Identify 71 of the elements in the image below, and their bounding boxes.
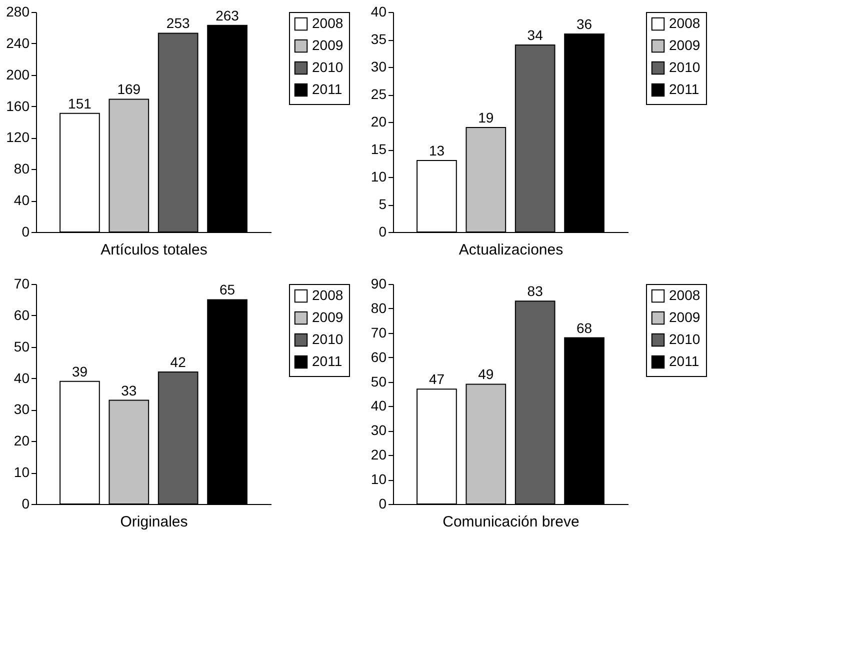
y-tick-label: 10	[370, 471, 387, 488]
legend-label: 2008	[312, 15, 344, 31]
y-tick-label: 20	[14, 432, 30, 449]
y-tick-label: 10	[14, 464, 30, 480]
legend-label: 2008	[312, 287, 344, 303]
legend-label: 2011	[312, 81, 342, 97]
data-label: 34	[527, 27, 544, 43]
y-tick-label: 40	[14, 370, 30, 386]
data-label: 36	[576, 16, 592, 32]
y-tick-label: 80	[370, 300, 387, 316]
y-tick-label: 120	[6, 129, 30, 146]
data-label: 253	[166, 15, 190, 32]
data-label: 68	[576, 320, 592, 336]
y-tick-label: 60	[370, 348, 387, 365]
y-tick-label: 280	[6, 4, 30, 20]
y-tick-label: 70	[14, 276, 30, 292]
x-axis-title: Originales	[120, 514, 188, 530]
data-label: 39	[72, 363, 88, 380]
data-label: 42	[170, 354, 186, 370]
legend-label: 2011	[669, 353, 700, 369]
y-tick-label: 0	[22, 224, 30, 240]
legend-label: 2009	[312, 309, 344, 325]
y-tick-label: 90	[370, 276, 387, 292]
data-label: 151	[68, 95, 92, 112]
data-label: 83	[527, 283, 544, 300]
data-label: 47	[428, 371, 445, 388]
y-tick-label: 40	[370, 4, 387, 20]
data-label: 19	[478, 110, 494, 126]
legend-label: 2009	[669, 309, 700, 325]
y-tick-label: 20	[370, 114, 387, 130]
y-tick-label: 15	[370, 141, 387, 157]
data-label: 33	[121, 382, 137, 398]
y-tick-label: 35	[370, 31, 387, 47]
legend-label: 2010	[669, 331, 700, 347]
y-tick-label: 80	[14, 160, 30, 177]
y-tick-label: 20	[370, 446, 387, 463]
y-tick-label: 0	[22, 496, 30, 512]
x-axis-title: Actualizaciones	[458, 242, 564, 258]
y-tick-label: 70	[370, 324, 387, 340]
legend-label: 2009	[312, 37, 344, 53]
legend-label: 2010	[312, 59, 344, 75]
y-tick-label: 25	[370, 86, 387, 102]
legend-label: 2010	[312, 331, 344, 347]
y-tick-label: 60	[14, 306, 30, 323]
y-tick-label: 50	[14, 338, 30, 354]
y-tick-label: 30	[370, 422, 387, 438]
y-tick-label: 30	[14, 401, 30, 418]
x-axis-title: Artículos totales	[100, 242, 208, 258]
y-tick-label: 40	[14, 192, 30, 208]
x-axis-title: Comunicación breve	[442, 514, 580, 530]
legend-label: 2011	[669, 81, 700, 97]
data-label: 49	[478, 366, 494, 382]
y-tick-label: 200	[6, 66, 30, 82]
y-tick-label: 40	[370, 398, 387, 414]
data-label: 13	[428, 142, 445, 158]
y-tick-label: 5	[378, 196, 387, 212]
y-tick-label: 0	[378, 496, 387, 512]
legend-label: 2011	[312, 353, 342, 369]
y-tick-label: 240	[6, 34, 30, 51]
y-tick-label: 30	[370, 58, 387, 74]
y-tick-label: 0	[378, 224, 387, 240]
y-tick-label: 50	[370, 373, 387, 390]
y-tick-label: 160	[6, 98, 30, 114]
legend-label: 2008	[669, 15, 700, 31]
data-label: 169	[117, 81, 141, 98]
y-tick-label: 10	[370, 168, 387, 184]
data-label: 263	[216, 7, 240, 24]
data-label: 65	[219, 282, 236, 298]
legend-label: 2010	[669, 59, 700, 75]
legend-label: 2008	[669, 287, 700, 303]
legend-label: 2009	[669, 37, 700, 53]
